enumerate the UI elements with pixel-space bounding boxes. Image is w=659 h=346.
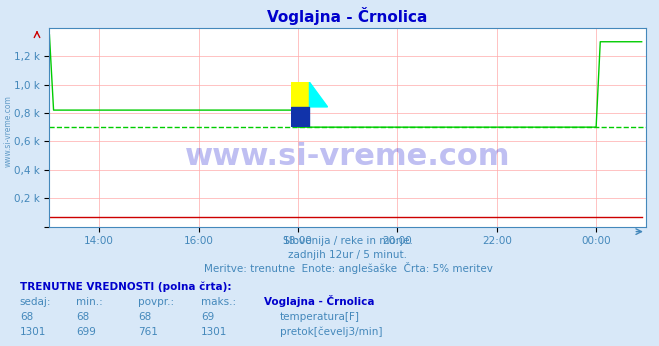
Text: 69: 69 xyxy=(201,312,214,322)
Text: pretok[čevelj3/min]: pretok[čevelj3/min] xyxy=(280,326,383,337)
Text: 699: 699 xyxy=(76,327,96,337)
Text: Slovenija / reke in morje.: Slovenija / reke in morje. xyxy=(283,236,413,246)
Text: 68: 68 xyxy=(20,312,33,322)
Text: Meritve: trenutne  Enote: anglešaške  Črta: 5% meritev: Meritve: trenutne Enote: anglešaške Črta… xyxy=(204,262,492,274)
Text: 68: 68 xyxy=(76,312,89,322)
Text: 1301: 1301 xyxy=(20,327,46,337)
Polygon shape xyxy=(291,107,310,127)
Text: temperatura[F]: temperatura[F] xyxy=(280,312,360,322)
Text: 761: 761 xyxy=(138,327,158,337)
Text: 1301: 1301 xyxy=(201,327,227,337)
Text: www.si-vreme.com: www.si-vreme.com xyxy=(185,143,510,172)
Text: www.si-vreme.com: www.si-vreme.com xyxy=(3,95,13,167)
Text: zadnjih 12ur / 5 minut.: zadnjih 12ur / 5 minut. xyxy=(289,250,407,260)
Polygon shape xyxy=(291,82,310,107)
Polygon shape xyxy=(310,82,328,107)
Text: sedaj:: sedaj: xyxy=(20,297,51,307)
Text: Voglajna - Črnolica: Voglajna - Črnolica xyxy=(264,295,374,307)
Text: 68: 68 xyxy=(138,312,152,322)
Text: maks.:: maks.: xyxy=(201,297,236,307)
Title: Voglajna - Črnolica: Voglajna - Črnolica xyxy=(268,7,428,25)
Text: TRENUTNE VREDNOSTI (polna črta):: TRENUTNE VREDNOSTI (polna črta): xyxy=(20,281,231,292)
Text: min.:: min.: xyxy=(76,297,103,307)
Text: povpr.:: povpr.: xyxy=(138,297,175,307)
